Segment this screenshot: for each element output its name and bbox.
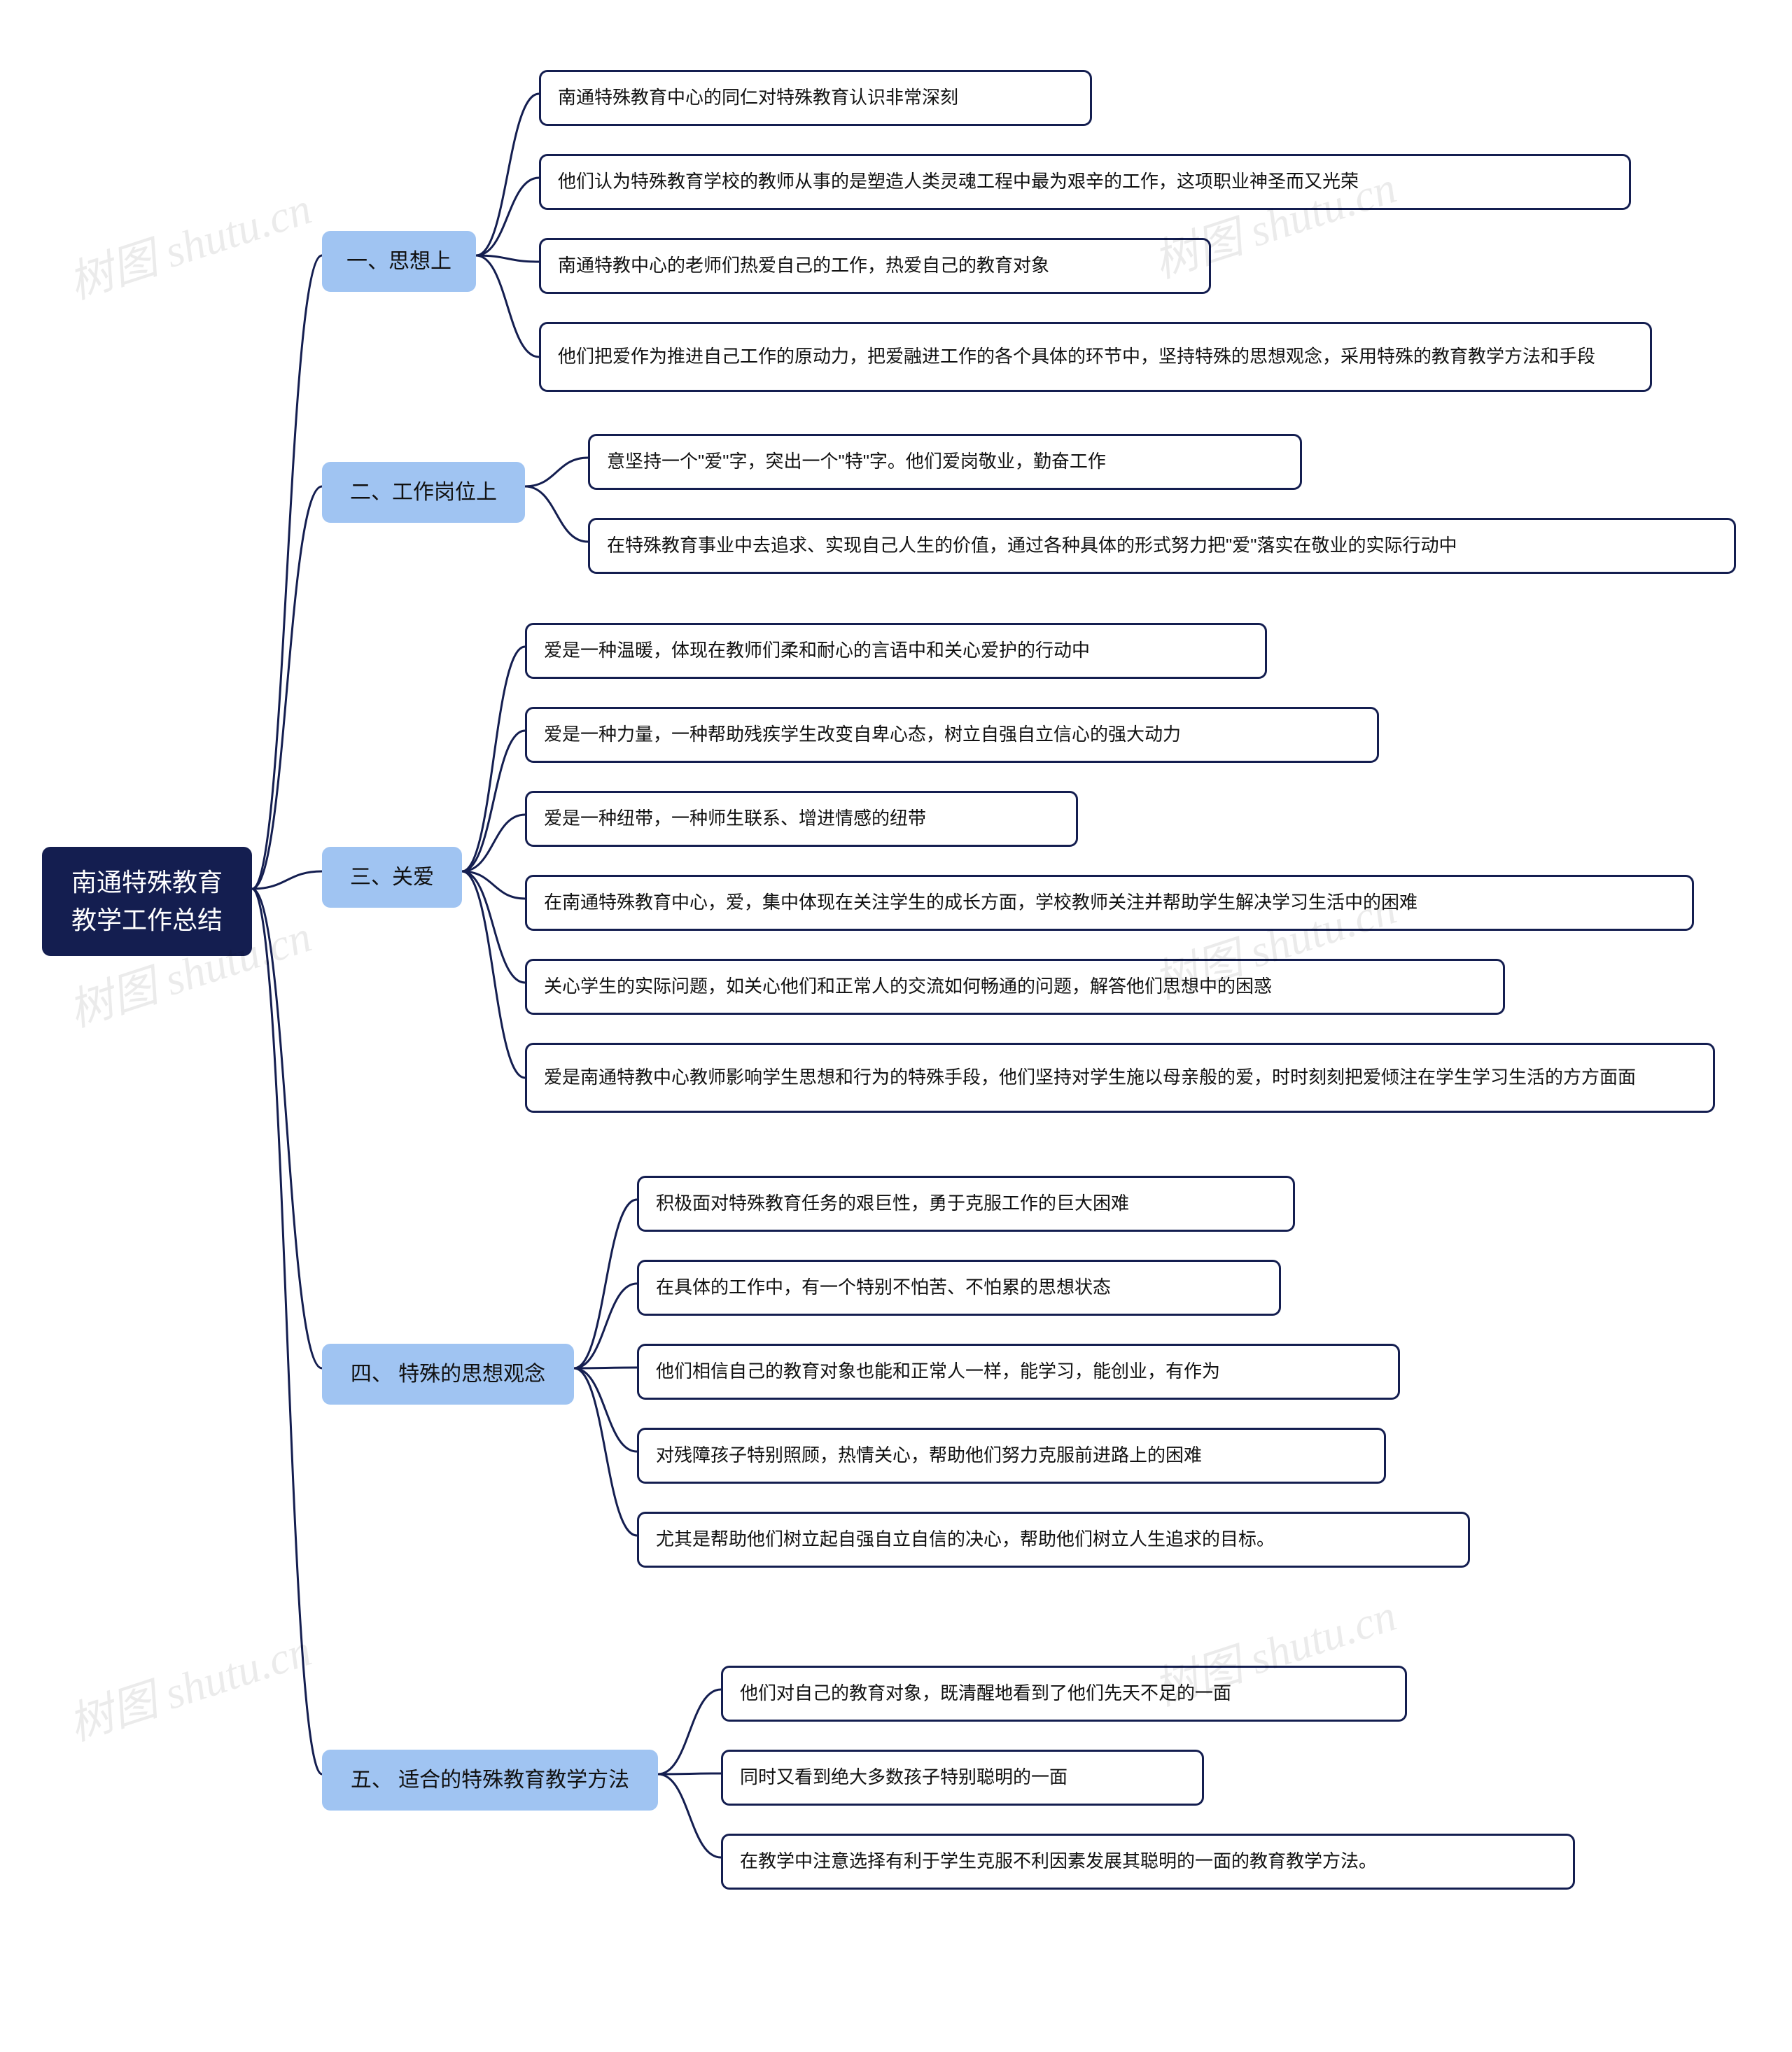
leaf-node: 他们把爱作为推进自己工作的原动力，把爱融进工作的各个具体的环节中，坚持特殊的思想…: [539, 322, 1652, 392]
branch-node: 四、 特殊的思想观念: [322, 1344, 574, 1405]
leaf-node: 他们相信自己的教育对象也能和正常人一样，能学习，能创业，有作为: [637, 1344, 1400, 1400]
watermark: 树图 shutu.cn: [59, 1615, 318, 1753]
leaf-node: 尤其是帮助他们树立起自强自立自信的决心，帮助他们树立人生追求的目标。: [637, 1512, 1470, 1568]
leaf-node: 积极面对特殊教育任务的艰巨性，勇于克服工作的巨大困难: [637, 1176, 1295, 1232]
branch-node: 一、思想上: [322, 231, 476, 292]
leaf-node: 在特殊教育事业中去追求、实现自己人生的价值，通过各种具体的形式努力把"爱"落实在…: [588, 518, 1736, 574]
leaf-node: 爱是一种温暖，体现在教师们柔和耐心的言语中和关心爱护的行动中: [525, 623, 1267, 679]
leaf-node: 爱是一种力量，一种帮助残疾学生改变自卑心态，树立自强自立信心的强大动力: [525, 707, 1379, 763]
leaf-node: 爱是南通特教中心教师影响学生思想和行为的特殊手段，他们坚持对学生施以母亲般的爱，…: [525, 1043, 1715, 1113]
leaf-node: 他们认为特殊教育学校的教师从事的是塑造人类灵魂工程中最为艰辛的工作，这项职业神圣…: [539, 154, 1631, 210]
leaf-node: 南通特殊教育中心的同仁对特殊教育认识非常深刻: [539, 70, 1092, 126]
branch-node: 二、工作岗位上: [322, 462, 525, 523]
leaf-node: 关心学生的实际问题，如关心他们和正常人的交流如何畅通的问题，解答他们思想中的困惑: [525, 959, 1505, 1015]
leaf-node: 在具体的工作中，有一个特别不怕苦、不怕累的思想状态: [637, 1260, 1281, 1316]
leaf-node: 在教学中注意选择有利于学生克服不利因素发展其聪明的一面的教育教学方法。: [721, 1834, 1575, 1890]
leaf-node: 爱是一种纽带，一种师生联系、增进情感的纽带: [525, 791, 1078, 847]
watermark: 树图 shutu.cn: [59, 173, 318, 311]
leaf-node: 南通特教中心的老师们热爱自己的工作，热爱自己的教育对象: [539, 238, 1211, 294]
branch-node: 五、 适合的特殊教育教学方法: [322, 1750, 658, 1811]
branch-node: 三、关爱: [322, 847, 462, 908]
root-node: 南通特殊教育教学工作总结: [42, 847, 252, 956]
leaf-node: 他们对自己的教育对象，既清醒地看到了他们先天不足的一面: [721, 1666, 1407, 1722]
leaf-node: 在南通特殊教育中心，爱，集中体现在关注学生的成长方面，学校教师关注并帮助学生解决…: [525, 875, 1694, 931]
leaf-node: 对残障孩子特别照顾，热情关心，帮助他们努力克服前进路上的困难: [637, 1428, 1386, 1484]
leaf-node: 同时又看到绝大多数孩子特别聪明的一面: [721, 1750, 1204, 1806]
leaf-node: 意坚持一个"爱"字，突出一个"特"字。他们爱岗敬业，勤奋工作: [588, 434, 1302, 490]
